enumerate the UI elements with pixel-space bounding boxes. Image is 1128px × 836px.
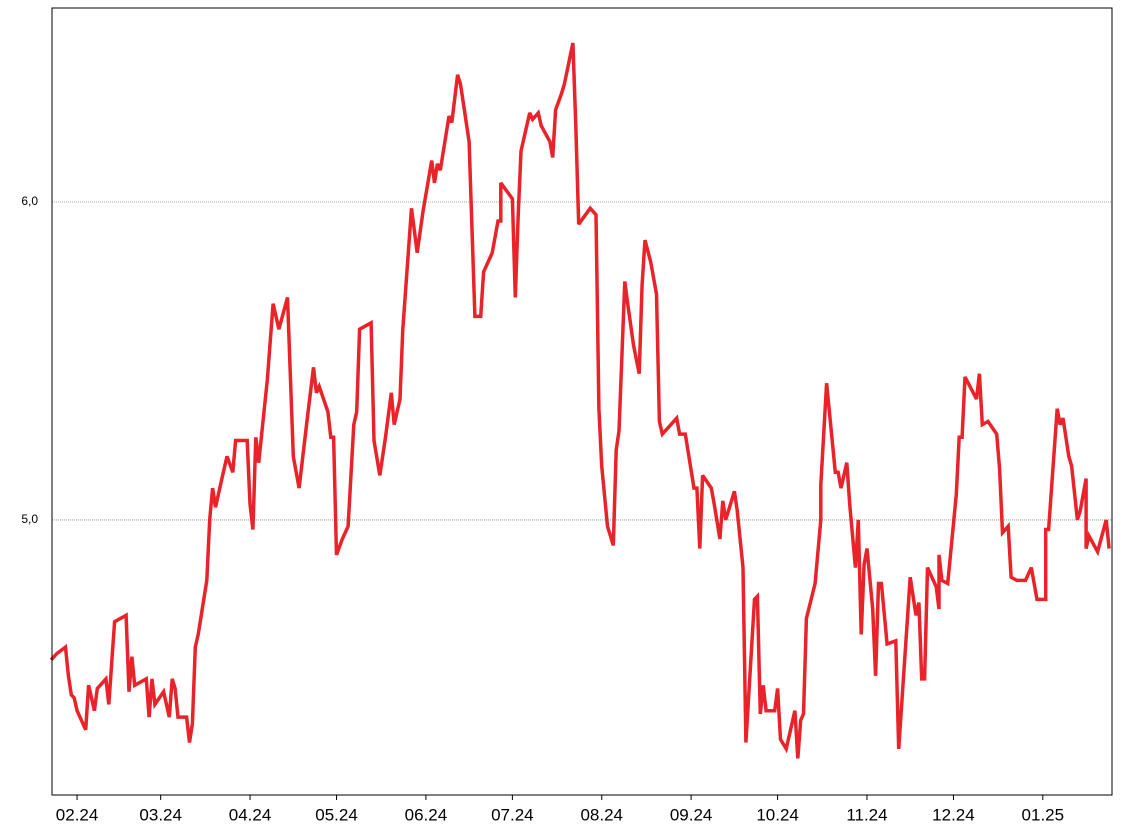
- x-tick-label: 09.24: [670, 805, 713, 824]
- x-tick-label: 07.24: [491, 805, 534, 824]
- x-tick-label: 05.24: [315, 805, 358, 824]
- line: [49, 42, 1111, 759]
- y-tick-label: 6,0: [21, 194, 38, 208]
- x-tick-label: 06.24: [405, 805, 448, 824]
- x-tick-label: 02.24: [56, 805, 99, 824]
- grid: [52, 201, 1112, 521]
- series: [49, 42, 1111, 759]
- x-tick-label: 10.24: [756, 805, 799, 824]
- plot-frame: [51, 7, 1113, 796]
- x-tick-label: 11.24: [846, 805, 887, 824]
- x-tick-label: 08.24: [580, 805, 623, 824]
- x-tick-label: 03.24: [139, 805, 182, 824]
- plot-area: [52, 8, 1112, 795]
- x-tick-label: 01.25: [1022, 805, 1065, 824]
- x-tick-label: 12.24: [932, 805, 975, 824]
- axes: 5,0 6,0 02.24 03.24 04.24 05.24 06.24 07.24 08.2…: [21, 194, 1064, 824]
- x-tick-label: 04.24: [229, 805, 272, 824]
- y-tick-label: 5,0: [21, 512, 38, 526]
